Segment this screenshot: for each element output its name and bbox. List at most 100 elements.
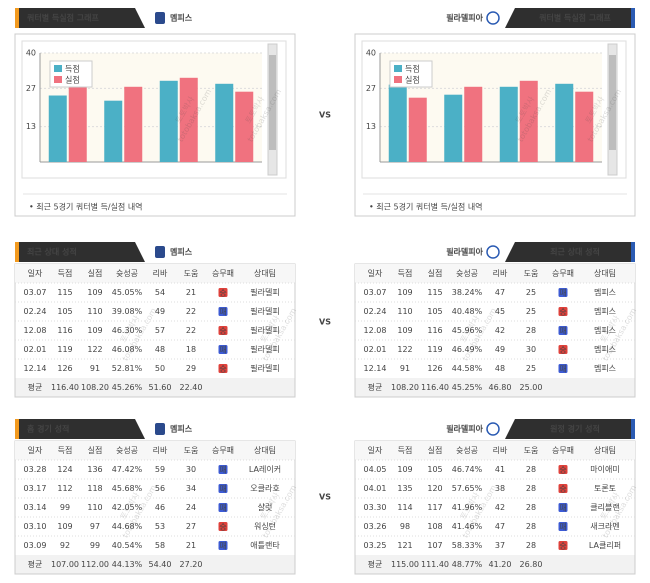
table-cell: 필라델피 xyxy=(250,287,279,297)
column-header: 일자 xyxy=(28,269,43,278)
table-cell: 워싱턴 xyxy=(254,521,276,531)
table-cell: 30 xyxy=(186,465,196,474)
chart-note: • 최근 5경기 쿼터별 득/실점 내역 xyxy=(29,202,143,212)
table-cell: 40.54% xyxy=(112,541,143,550)
column-header: 일자 xyxy=(368,446,383,455)
table-cell: 91 xyxy=(400,364,410,373)
column-header: 슛성공 xyxy=(116,446,138,455)
table-cell: 41.96% xyxy=(452,503,483,512)
table-cell: 멤피스 xyxy=(594,344,616,354)
table-cell: 59 xyxy=(155,465,165,474)
result-text: 패 xyxy=(559,288,566,298)
table-cell: 136 xyxy=(87,465,102,474)
table-cell: 119 xyxy=(57,345,72,354)
bar xyxy=(215,83,234,162)
y-tick-label: 13 xyxy=(26,122,36,131)
average-cell: 평균 xyxy=(368,382,383,392)
average-cell: 54.40 xyxy=(149,560,172,569)
table-cell: 34 xyxy=(186,484,196,493)
table-cell: 91 xyxy=(90,364,100,373)
column-header: 실점 xyxy=(428,445,443,455)
table-cell: 99 xyxy=(90,541,100,550)
table-cell: 03.26 xyxy=(364,522,387,531)
result-text: 승 xyxy=(219,523,226,532)
table-cell: 멤피스 xyxy=(594,325,616,335)
table-cell: 멤피스 xyxy=(594,306,616,316)
average-cell: 48.77% xyxy=(452,560,483,569)
average-row xyxy=(15,555,295,574)
team-name: 멤피스 xyxy=(170,424,193,434)
column-header: 득점 xyxy=(58,445,73,455)
result-icon xyxy=(558,326,568,335)
team-name: 필라델피아 xyxy=(446,13,483,23)
result-text: 패 xyxy=(219,503,226,513)
column-header: 상대팀 xyxy=(254,268,276,278)
column-header: 일자 xyxy=(28,446,43,455)
team-logo xyxy=(155,12,165,24)
header-title: 쿼터별 득실점 그래프 xyxy=(539,13,611,23)
average-cell: 116.40 xyxy=(421,383,449,392)
table-cell: 109 xyxy=(397,326,412,335)
table-cell: 44.68% xyxy=(112,522,143,531)
bar xyxy=(499,86,518,162)
table-cell: 110 xyxy=(87,307,102,316)
average-cell: 111.40 xyxy=(421,560,449,569)
table-cell: 118 xyxy=(87,484,102,493)
table-header-bg xyxy=(15,441,295,460)
header-accent xyxy=(15,8,19,28)
table-cell: 37 xyxy=(495,541,505,550)
average-cell: 45.26% xyxy=(112,383,143,392)
bar xyxy=(235,91,254,162)
table-cell: 25 xyxy=(526,288,536,297)
table-cell: 42.05% xyxy=(112,503,143,512)
table-cell: 42 xyxy=(495,326,505,335)
table-cell: 109 xyxy=(57,522,72,531)
bar xyxy=(124,86,143,162)
y-tick-label: 40 xyxy=(366,49,376,58)
result-text: 패 xyxy=(219,345,226,355)
header-accent xyxy=(15,242,19,262)
table-frame xyxy=(354,263,636,398)
result-icon xyxy=(218,522,228,531)
table-cell: 03.07 xyxy=(364,288,387,297)
average-row xyxy=(15,378,295,397)
table-cell: 45.68% xyxy=(112,484,143,493)
table-cell: 03.25 xyxy=(364,541,387,550)
table-cell: 28 xyxy=(526,484,536,493)
column-header: 리바 xyxy=(153,268,168,278)
result-icon xyxy=(218,503,228,512)
table-cell: 필라델피 xyxy=(250,344,279,354)
legend-swatch xyxy=(394,65,402,72)
header-accent xyxy=(15,419,19,439)
table-cell: 46 xyxy=(155,503,165,512)
y-tick-label: 27 xyxy=(26,84,36,93)
column-header: 상대팀 xyxy=(594,268,616,278)
result-icon xyxy=(558,364,568,373)
y-tick-label: 27 xyxy=(366,84,376,93)
table-cell: 18 xyxy=(186,345,196,354)
average-cell: 115.00 xyxy=(391,560,419,569)
table-cell: 122 xyxy=(87,345,102,354)
table-header-bg xyxy=(355,441,635,460)
table-cell: 28 xyxy=(526,465,536,474)
table-cell: 42 xyxy=(495,503,505,512)
table-cell: 클리블랜 xyxy=(590,502,619,512)
chart-note: • 최근 5경기 쿼터별 득/실점 내역 xyxy=(369,202,483,212)
scroll-thumb xyxy=(269,55,276,150)
table-cell: 52.81% xyxy=(112,364,143,373)
table-cell: 25 xyxy=(526,307,536,316)
table-cell: 53 xyxy=(155,522,165,531)
legend-label: 득점 xyxy=(65,64,80,74)
column-header: 도움 xyxy=(524,446,539,455)
table-cell: 47.42% xyxy=(112,465,143,474)
table-cell: 02.01 xyxy=(364,345,387,354)
table-cell: 58.33% xyxy=(452,541,483,550)
result-text: 패 xyxy=(219,307,226,317)
bar xyxy=(179,77,198,162)
header-tab xyxy=(15,242,145,262)
result-text: 패 xyxy=(559,503,566,513)
table-cell: 115 xyxy=(427,288,442,297)
vs-label: VS xyxy=(319,111,331,120)
result-text: 패 xyxy=(219,465,226,475)
average-cell: 평균 xyxy=(28,559,43,569)
